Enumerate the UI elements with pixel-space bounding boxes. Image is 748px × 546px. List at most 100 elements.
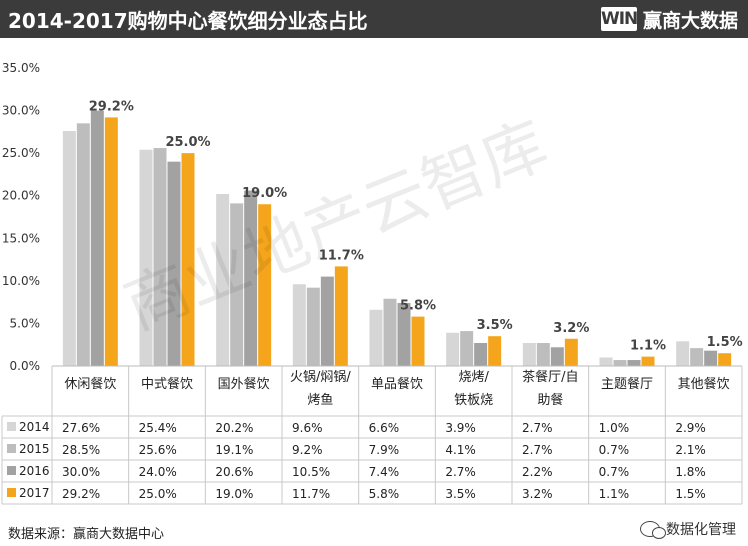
table-cell: 5.8% [369, 487, 400, 501]
table-cell: 30.0% [62, 465, 100, 479]
category-label: 茶餐厅/自 [522, 369, 578, 385]
bar-2014 [62, 131, 76, 366]
y-tick-label: 15.0% [2, 231, 40, 245]
table-cell: 1.1% [599, 487, 630, 501]
table-cell: 25.0% [139, 487, 177, 501]
chart: 0.0% 5.0% 10.0% 15.0% 20.0% 25.0% 30.0% 35.0% 29… [1, 61, 743, 505]
y-tick-label: 35.0% [2, 61, 40, 75]
bar-2016 [550, 347, 564, 366]
title-bar: 2014-2017购物中心餐饮细分业态占比 WIN 赢商大数据 [0, 0, 748, 38]
bar-2014 [599, 357, 613, 366]
bar-2017 [104, 117, 118, 366]
y-tick-label: 20.0% [2, 189, 40, 203]
table-cell: 3.2% [522, 487, 553, 501]
table-cell: 2.2% [522, 465, 553, 479]
table-cell: 2.1% [675, 443, 706, 457]
bar-2016 [704, 350, 718, 366]
category-label: 火锅/焖锅/ [290, 369, 351, 385]
chart-title: 2014-2017购物中心餐饮细分业态占比 [8, 9, 368, 33]
y-tick-label: 10.0% [2, 274, 40, 288]
data-label: 1.5% [707, 335, 743, 350]
wechat-icon [640, 521, 666, 539]
wechat-account-name: 数据化管理 [666, 522, 736, 538]
legend-swatch-2016 [7, 466, 16, 475]
legend-label: 2014 [19, 420, 50, 434]
legend-label: 2016 [19, 464, 50, 478]
table-cell: 2.7% [522, 421, 553, 435]
table-cell: 20.2% [215, 421, 253, 435]
table-cell: 4.1% [445, 443, 476, 457]
table-cell: 25.6% [139, 443, 177, 457]
y-tick-label: 0.0% [10, 359, 41, 373]
category-label: 烧烤/ [458, 370, 489, 385]
bar-2014 [292, 284, 306, 366]
table-cell: 20.6% [215, 465, 253, 479]
bar-2017 [564, 338, 578, 366]
data-label: 3.2% [553, 321, 589, 336]
data-label: 5.8% [400, 299, 436, 314]
category-label: 休闲餐饮 [64, 376, 116, 392]
category-label: 单品餐饮 [371, 376, 423, 392]
bar-2014 [139, 149, 153, 366]
bar-2017 [181, 153, 195, 366]
data-label: 1.1% [630, 339, 666, 354]
category-label: 铁板烧 [454, 393, 493, 408]
bar-2016 [320, 276, 334, 366]
table-cell: 2.7% [445, 465, 476, 479]
bar-2017 [488, 336, 502, 366]
table-cell: 2.9% [675, 421, 706, 435]
table-cell: 1.5% [675, 487, 706, 501]
bar-2016 [474, 343, 488, 366]
bar-2015 [383, 298, 397, 366]
bar-2014 [446, 332, 460, 366]
bar-2016 [90, 110, 104, 366]
legend-swatch-2015 [7, 444, 16, 453]
bar-2016 [244, 190, 258, 366]
legend-label: 2017 [19, 486, 50, 500]
bar-2015 [153, 148, 167, 366]
bar-2015 [76, 123, 90, 366]
bar-2016 [167, 161, 181, 366]
data-label: 19.0% [242, 186, 287, 201]
table-cell: 2.7% [522, 443, 553, 457]
table-cell: 7.9% [369, 443, 400, 457]
bar-2015 [230, 203, 244, 366]
bar-2017 [258, 204, 272, 366]
data-source: 数据来源：赢商大数据中心 [8, 527, 165, 542]
table-cell: 0.7% [599, 465, 630, 479]
table-cell: 10.5% [292, 465, 330, 479]
table-cell: 6.6% [369, 421, 400, 435]
bar-2017 [334, 266, 348, 366]
bar-2016 [627, 360, 641, 366]
table-cell: 3.9% [445, 421, 476, 435]
bar-2014 [216, 194, 230, 366]
wechat-account: 数据化管理 [640, 519, 736, 539]
table-cell: 7.4% [369, 465, 400, 479]
legend-label: 2015 [19, 442, 50, 456]
data-label: 25.0% [165, 135, 210, 150]
bar-2015 [536, 343, 550, 366]
table-cell: 3.5% [445, 487, 476, 501]
bar-2015 [690, 348, 704, 366]
table-cell: 29.2% [62, 487, 100, 501]
data-label: 3.5% [477, 318, 513, 333]
legend-swatch-2017 [7, 488, 16, 497]
category-label: 烤鱼 [307, 392, 333, 408]
bar-2017 [718, 353, 732, 366]
brand-logo-icon: WIN [600, 7, 638, 31]
table-cell: 1.8% [675, 465, 706, 479]
table-cell: 9.6% [292, 421, 323, 435]
bar-2016 [397, 302, 411, 366]
table-cell: 27.6% [62, 421, 100, 435]
table-cell: 19.0% [215, 487, 253, 501]
brand: WIN 赢商大数据 [600, 6, 738, 32]
category-label: 中式餐饮 [141, 376, 193, 392]
table-cell: 0.7% [599, 443, 630, 457]
table-cell: 1.0% [599, 421, 630, 435]
table-cell: 25.4% [139, 421, 177, 435]
category-label: 其他餐饮 [678, 376, 730, 392]
table-cell: 24.0% [139, 465, 177, 479]
data-label: 29.2% [89, 99, 134, 114]
y-tick-label: 25.0% [2, 146, 40, 160]
table-cell: 11.7% [292, 487, 330, 501]
